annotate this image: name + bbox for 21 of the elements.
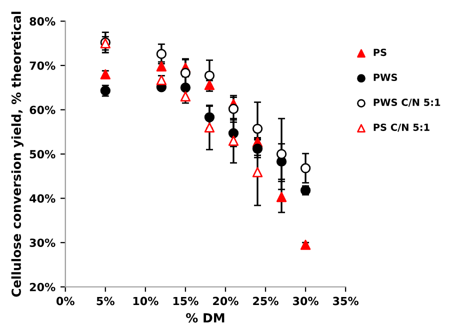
x-tick-label: 35% <box>333 296 359 306</box>
x-tick-label: 0% <box>56 296 74 306</box>
x-tick-label: 15% <box>173 296 198 306</box>
y-tick-label: 20% <box>30 282 56 292</box>
y-tick-label: 60% <box>30 106 56 114</box>
y-tick-label: 80% <box>30 17 56 26</box>
x-tick-label: 10% <box>133 296 158 306</box>
x-axis-title: % DM <box>186 313 224 323</box>
y-tick-label: 50% <box>30 150 56 158</box>
legend-label: PWS <box>374 74 398 82</box>
y-tick-label: 30% <box>30 238 56 247</box>
x-tick-label: 30% <box>292 296 318 306</box>
x-tick-label: 25% <box>253 296 278 306</box>
legend-label: PS C/N 5:1 <box>374 124 430 132</box>
legend-label: PS <box>374 48 386 56</box>
y-tick-label: 40% <box>30 194 56 203</box>
y-tick-label: 70% <box>30 61 56 70</box>
x-tick-label: 20% <box>213 296 238 306</box>
x-tick-label: 5% <box>96 296 114 306</box>
legend-label: PWS C/N 5:1 <box>374 98 440 107</box>
y-axis-title: Cellulose conversion yield, % theoretical <box>11 12 24 297</box>
